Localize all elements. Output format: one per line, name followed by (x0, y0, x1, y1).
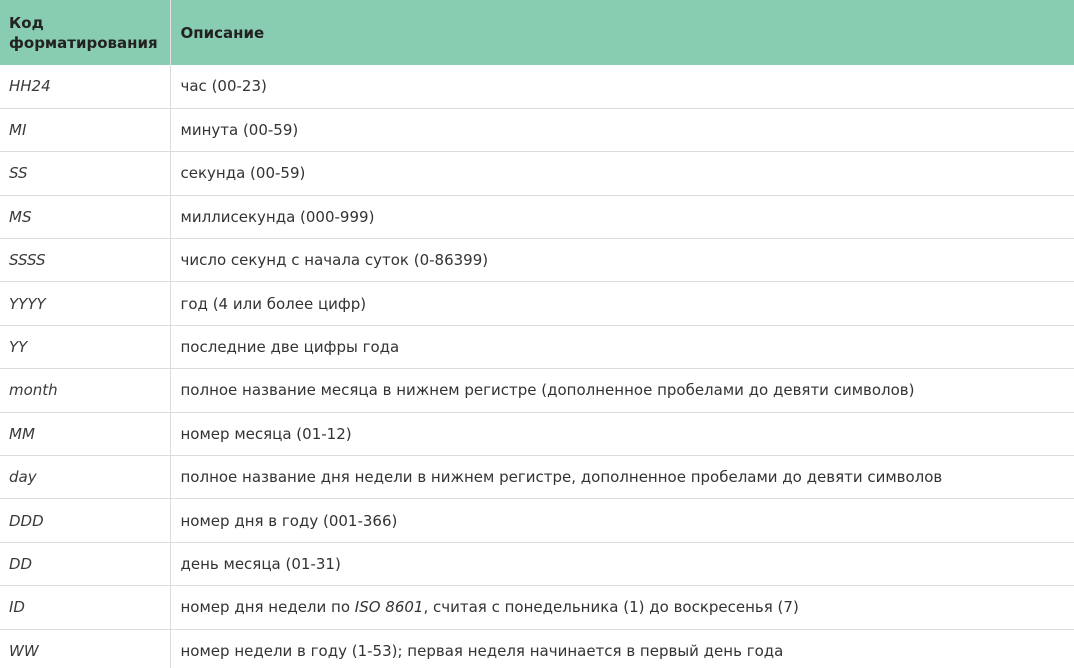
table-row: month полное название месяца в нижнем ре… (0, 368, 1074, 413)
format-code: DDD (0, 498, 171, 543)
format-code: SS (0, 151, 171, 196)
table-row: ID номер дня недели по ISO 8601, считая … (0, 585, 1074, 630)
table-row: SSSS число секунд с начала суток (0-8639… (0, 238, 1074, 283)
format-description: номер дня недели по ISO 8601, считая с п… (170, 585, 1074, 630)
format-description: секунда (00-59) (170, 151, 1074, 196)
header-description: Описание (180, 23, 265, 42)
format-description: минута (00-59) (170, 108, 1074, 153)
table-row: YYYY год (4 или более цифр) (0, 281, 1074, 326)
format-description: число секунд с начала суток (0-86399) (170, 238, 1074, 283)
format-code: YYYY (0, 281, 171, 326)
format-description: миллисекунда (000-999) (170, 195, 1074, 240)
format-description: последние две цифры года (170, 325, 1074, 370)
desc-text-after: , считая с понедельника (1) до воскресен… (423, 598, 799, 617)
format-description: час (00-23) (170, 65, 1074, 109)
table-row: WW номер недели в году (1-53); первая не… (0, 629, 1074, 668)
format-description: полное название дня недели в нижнем реги… (170, 455, 1074, 500)
format-description: полное название месяца в нижнем регистре… (170, 368, 1074, 413)
format-code: MS (0, 195, 171, 240)
table-row: HH24 час (00-23) (0, 65, 1074, 109)
format-code: MI (0, 108, 171, 153)
format-code: DD (0, 542, 171, 587)
table-row: YY последние две цифры года (0, 325, 1074, 370)
table-row: DDD номер дня в году (001-366) (0, 498, 1074, 543)
table-row: MM номер месяца (01-12) (0, 412, 1074, 457)
table-row: day полное название дня недели в нижнем … (0, 455, 1074, 500)
format-code: day (0, 455, 171, 500)
format-description: номер месяца (01-12) (170, 412, 1074, 457)
table-row: SS секунда (00-59) (0, 151, 1074, 196)
header-code-line1: Код (9, 13, 44, 32)
format-code: YY (0, 325, 171, 370)
header-code: Код форматирования (0, 0, 171, 65)
format-code: ID (0, 585, 171, 630)
table-header-row: Код форматирования Описание (0, 0, 1074, 65)
format-code: month (0, 368, 171, 413)
header-code-line2: форматирования (9, 33, 158, 52)
format-code: WW (0, 629, 171, 668)
format-code: MM (0, 412, 171, 457)
format-description: номер недели в году (1-53); первая недел… (170, 629, 1074, 668)
format-description: день месяца (01-31) (170, 542, 1074, 587)
table-row: MS миллисекунда (000-999) (0, 195, 1074, 240)
desc-text-before: номер дня недели по (180, 598, 355, 617)
format-code: SSSS (0, 238, 171, 283)
desc-standard-name: ISO 8601 (354, 598, 424, 617)
table-row: DD день месяца (01-31) (0, 542, 1074, 587)
format-description: год (4 или более цифр) (170, 281, 1074, 326)
table-row: MI минута (00-59) (0, 108, 1074, 153)
format-code: HH24 (0, 65, 171, 109)
format-description: номер дня в году (001-366) (170, 498, 1074, 543)
